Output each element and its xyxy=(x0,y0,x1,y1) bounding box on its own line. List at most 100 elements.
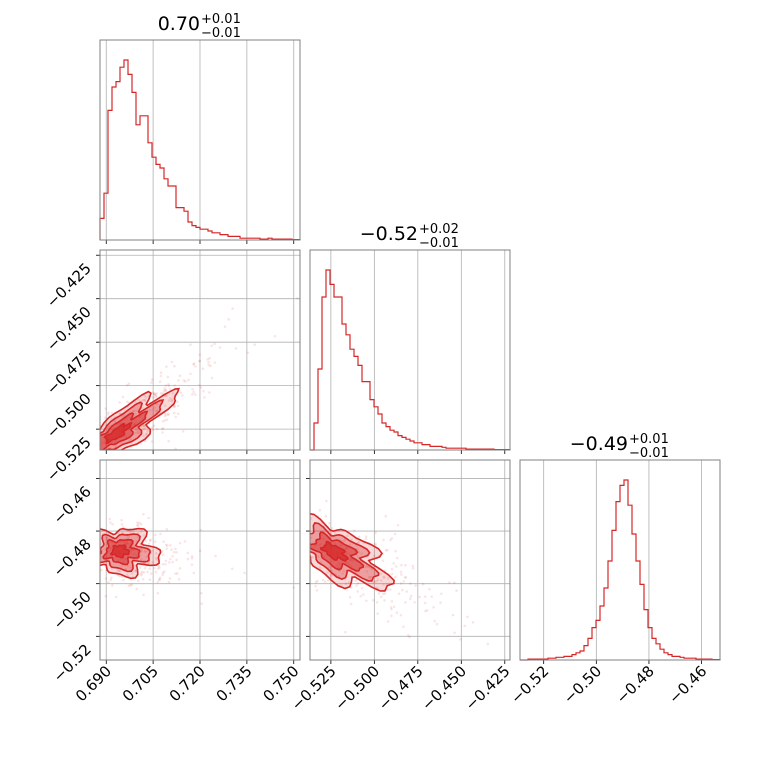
pair-0-sample xyxy=(97,450,100,453)
pair-0-sample xyxy=(163,404,167,408)
pair-0-sample xyxy=(191,393,194,396)
pair-2-sample xyxy=(318,566,322,569)
titles-layer: 0.70 +0.01 −0.01 −0.52 +0.02 −0.01 −0.49… xyxy=(158,12,669,461)
pair-1-sample xyxy=(100,542,103,546)
pair-0-sample xyxy=(144,433,148,436)
pair-1-sample xyxy=(122,578,125,582)
pair-2-sample xyxy=(381,592,385,596)
pair-0-sample xyxy=(168,388,172,391)
pair-2-sample xyxy=(409,594,413,598)
pair-1-sample xyxy=(155,551,158,555)
pair-2-sample xyxy=(375,601,379,604)
pair-1-sample xyxy=(95,594,98,597)
pair-1-sample xyxy=(110,576,113,579)
pair-1-sample xyxy=(178,541,182,545)
pair-2-sample xyxy=(389,606,393,609)
pair-2-sample xyxy=(396,523,400,527)
pair-1-sample xyxy=(133,545,136,548)
pair-2-sample xyxy=(402,625,405,628)
pair-2-sample xyxy=(386,577,390,580)
pair-0-sample xyxy=(191,387,194,391)
pair-1-sample xyxy=(95,507,98,510)
pair-0-sample xyxy=(178,374,182,378)
pair-2-sample xyxy=(390,572,394,576)
pair-2-sample xyxy=(372,581,375,584)
pair-0-sample xyxy=(92,434,95,437)
pair-1-sample xyxy=(157,564,160,568)
pair-0-sample xyxy=(146,429,149,433)
pair-2-sample xyxy=(286,527,289,530)
pair-1-sample xyxy=(154,533,157,537)
pair-2-sample xyxy=(348,543,352,546)
pair-2-sample xyxy=(311,555,314,559)
pair-1-sample xyxy=(168,577,172,580)
pair-1-sample xyxy=(129,531,133,534)
pair-0-sample xyxy=(201,367,205,370)
pair-1-sample xyxy=(161,571,165,575)
pair-2-sample xyxy=(365,570,369,573)
xtick-label-param-2-1: −0.50 xyxy=(560,662,605,707)
pair-1-sample xyxy=(132,530,135,534)
pair-2-sample xyxy=(356,590,360,593)
pair-2-sample xyxy=(325,499,328,503)
pair-2-sample xyxy=(383,576,386,579)
pair-2-sample xyxy=(453,581,456,585)
pair-1-sample xyxy=(120,565,123,568)
pair-0-sample xyxy=(141,398,145,402)
pair-1-sample xyxy=(80,568,83,571)
xtick-label-param-0-3: 0.735 xyxy=(213,662,256,705)
pair-2-sample xyxy=(342,569,345,572)
pair-0-sample xyxy=(158,380,162,384)
pair-0-sample xyxy=(208,391,211,394)
pair-0-sample xyxy=(198,383,201,387)
pair-0-sample xyxy=(100,456,103,459)
pair-0-sample xyxy=(121,395,125,399)
pair-1-sample xyxy=(120,518,123,522)
pair-1-sample xyxy=(95,581,98,584)
pair-2-sample xyxy=(390,614,393,618)
pair-0-sample xyxy=(155,403,159,406)
pair-0-sample xyxy=(136,429,140,433)
pair-0-sample xyxy=(173,405,176,409)
pair-2-sample xyxy=(435,622,439,626)
pair-0-sample xyxy=(160,427,164,431)
pair-1-sample xyxy=(94,533,97,536)
pair-1-sample xyxy=(139,522,143,526)
pair-2-sample xyxy=(428,587,431,591)
title-param-1-minus: −0.01 xyxy=(419,236,459,251)
pair-2-sample xyxy=(439,601,442,604)
pair-2-sample xyxy=(316,579,319,583)
pair-0-sample xyxy=(75,467,78,470)
pair-1-sample xyxy=(166,544,169,547)
pair-2-sample xyxy=(382,583,385,586)
pair-0-sample xyxy=(173,364,176,368)
pair-1-sample xyxy=(148,567,152,571)
pair-1-sample xyxy=(186,557,190,561)
pair-0-sample xyxy=(181,430,185,433)
pair-0-sample xyxy=(96,447,99,450)
pair-1-sample xyxy=(133,564,137,568)
pair-1-sample xyxy=(143,549,147,553)
pair-0-sample xyxy=(223,325,227,328)
pair-2-sample xyxy=(359,594,363,598)
pair-2-sample xyxy=(404,601,407,604)
pair-0-sample xyxy=(106,427,109,430)
pair-1-sample xyxy=(162,540,165,543)
pair-1-sample xyxy=(148,539,152,542)
pair-0-sample xyxy=(207,363,210,367)
pair-2-sample xyxy=(424,609,427,613)
pair-0-sample xyxy=(94,433,97,436)
pair-2-sample xyxy=(316,555,320,558)
pair-2-sample xyxy=(310,536,313,540)
pair-2-sample xyxy=(404,563,407,567)
pair-0-sample xyxy=(174,415,178,419)
pair-0-sample xyxy=(189,343,192,347)
pair-0-sample xyxy=(113,420,117,424)
pair-2-sample xyxy=(310,517,313,520)
pair-0-sample xyxy=(177,379,180,382)
pair-2-sample xyxy=(411,564,415,568)
pair-0-sample xyxy=(169,397,172,400)
pair-1-sample xyxy=(192,571,196,575)
pair-2-sample xyxy=(409,582,412,585)
pair-0-sample xyxy=(155,427,159,431)
